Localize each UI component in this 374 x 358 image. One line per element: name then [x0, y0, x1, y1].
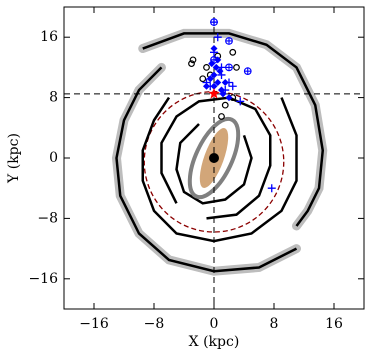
y-tick-label: 16 — [40, 29, 58, 45]
arm — [175, 123, 253, 205]
point — [221, 101, 229, 109]
point — [203, 63, 210, 71]
point — [218, 113, 225, 120]
point — [217, 63, 226, 72]
point — [225, 94, 233, 102]
y-axis-label: Y (kpc) — [6, 133, 22, 184]
x-tick-label: 0 — [210, 316, 219, 332]
arm — [160, 96, 272, 220]
point — [212, 63, 220, 71]
point — [189, 56, 197, 64]
x-tick-label: 16 — [325, 316, 343, 332]
x-tick-label: −16 — [79, 316, 109, 332]
point — [217, 70, 226, 79]
point — [214, 79, 222, 86]
y-tick-label: 8 — [49, 90, 58, 106]
point — [236, 97, 245, 106]
sun — [208, 87, 220, 99]
point — [214, 56, 222, 64]
point — [228, 82, 237, 91]
point — [210, 71, 218, 79]
arm — [141, 96, 298, 243]
point — [210, 18, 218, 26]
point — [225, 63, 233, 72]
point — [267, 184, 276, 193]
y-tick-label: −16 — [28, 271, 58, 287]
y-tick-label: 0 — [49, 150, 58, 166]
y-tick-label: −8 — [37, 210, 58, 226]
x-tick-label: 8 — [270, 316, 279, 332]
point — [206, 75, 214, 83]
point — [199, 75, 207, 83]
point — [210, 56, 218, 64]
arm — [115, 66, 298, 273]
point — [221, 86, 230, 95]
point — [225, 37, 233, 45]
point — [206, 82, 215, 91]
point — [243, 67, 252, 75]
ring — [187, 116, 241, 200]
point — [188, 60, 195, 68]
arm — [142, 32, 325, 227]
x-tick-label: −8 — [144, 316, 165, 332]
point — [225, 78, 233, 87]
point — [233, 63, 240, 71]
point — [213, 33, 222, 42]
x-axis-label: X (kpc) — [189, 334, 240, 350]
plot-area — [64, 7, 364, 309]
point — [229, 48, 237, 56]
point — [202, 78, 211, 87]
point — [210, 48, 218, 57]
